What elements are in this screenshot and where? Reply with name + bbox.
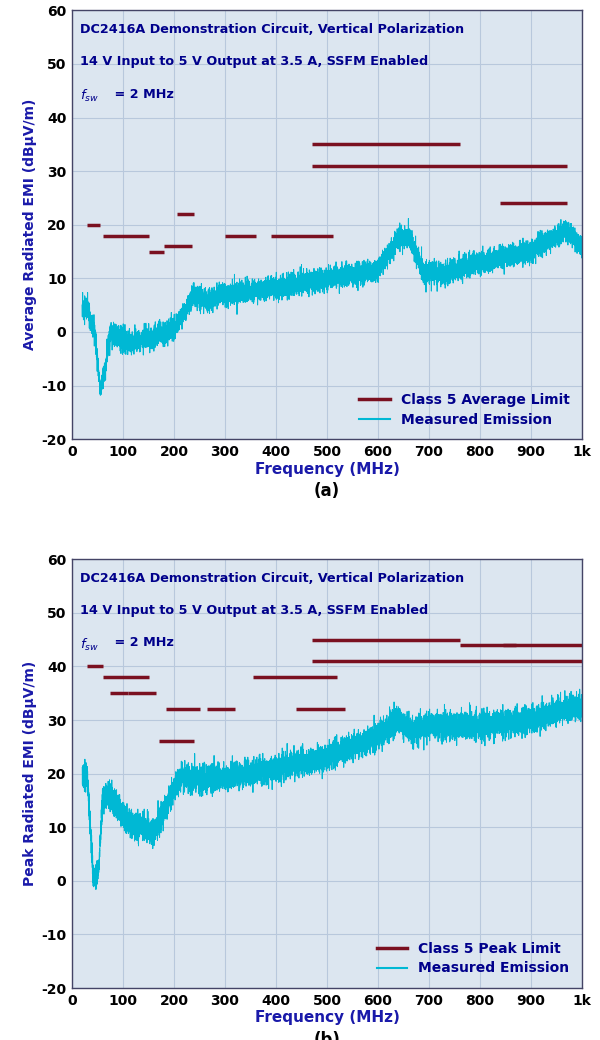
Text: = 2 MHz: = 2 MHz: [110, 636, 174, 649]
Y-axis label: Peak Radiated EMI (dBµV/m): Peak Radiated EMI (dBµV/m): [23, 661, 37, 886]
Text: 14 V Input to 5 V Output at 3.5 A, SSFM Enabled: 14 V Input to 5 V Output at 3.5 A, SSFM …: [80, 55, 428, 69]
Legend: Class 5 Peak Limit, Measured Emission: Class 5 Peak Limit, Measured Emission: [371, 936, 575, 981]
Text: (a): (a): [314, 483, 340, 500]
X-axis label: Frequency (MHz): Frequency (MHz): [254, 462, 400, 476]
Y-axis label: Average Radiated EMI (dBµV/m): Average Radiated EMI (dBµV/m): [23, 99, 37, 350]
Text: 14 V Input to 5 V Output at 3.5 A, SSFM Enabled: 14 V Input to 5 V Output at 3.5 A, SSFM …: [80, 604, 428, 618]
X-axis label: Frequency (MHz): Frequency (MHz): [254, 1010, 400, 1025]
Legend: Class 5 Average Limit, Measured Emission: Class 5 Average Limit, Measured Emission: [353, 388, 575, 433]
Text: $f_{sw}$: $f_{sw}$: [80, 87, 99, 104]
Text: $f_{sw}$: $f_{sw}$: [80, 636, 99, 652]
Text: DC2416A Demonstration Circuit, Vertical Polarization: DC2416A Demonstration Circuit, Vertical …: [80, 572, 464, 586]
Text: = 2 MHz: = 2 MHz: [110, 87, 174, 101]
Text: DC2416A Demonstration Circuit, Vertical Polarization: DC2416A Demonstration Circuit, Vertical …: [80, 23, 464, 36]
Text: (b): (b): [314, 1031, 340, 1040]
